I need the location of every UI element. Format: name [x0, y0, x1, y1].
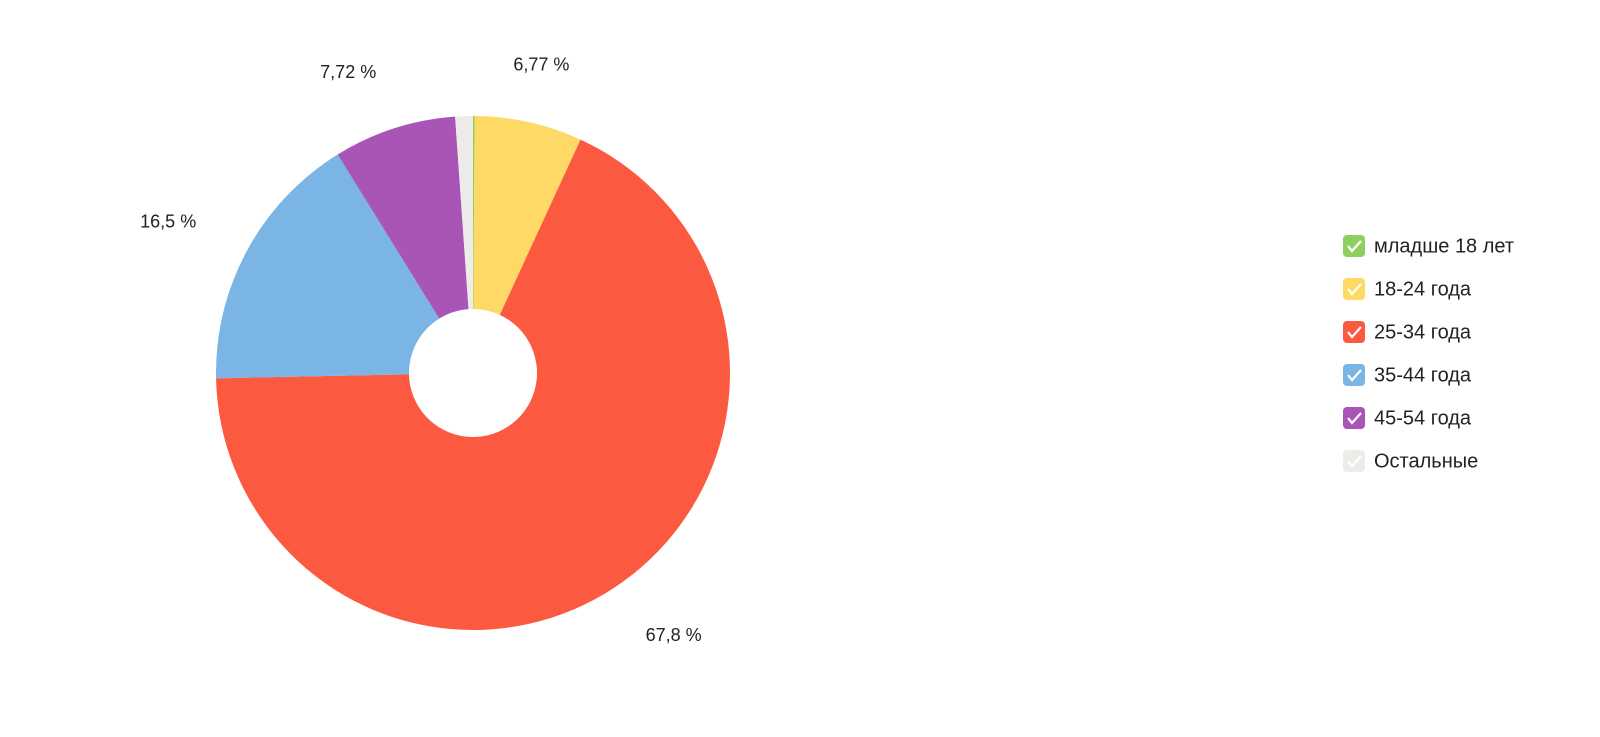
data-label: 7,72 % [320, 62, 376, 82]
slice [215, 154, 440, 379]
legend-swatch[interactable] [1343, 364, 1365, 386]
legend-swatch[interactable] [1343, 235, 1365, 257]
slice [216, 139, 730, 631]
legend-check [1347, 369, 1362, 382]
slice [473, 116, 581, 315]
legend-label[interactable]: Остальные [1374, 450, 1478, 472]
legend-check [1347, 455, 1362, 468]
data-label: 6,77 % [513, 54, 569, 74]
legend-swatch[interactable] [1343, 407, 1365, 429]
slice [455, 116, 473, 310]
data-label: 16,5 % [140, 211, 196, 231]
legend-check [1347, 326, 1362, 339]
legend-check [1347, 283, 1362, 296]
legend-check [1347, 240, 1362, 253]
legend-label[interactable]: младше 18 лет [1374, 235, 1514, 257]
legend-swatch[interactable] [1343, 278, 1365, 300]
data-label: 67,8 % [646, 625, 702, 645]
slice [473, 116, 475, 310]
legend-swatch[interactable] [1343, 321, 1365, 343]
slice [337, 116, 469, 319]
legend-label[interactable]: 18-24 года [1374, 278, 1472, 300]
legend-label[interactable]: 45-54 года [1374, 407, 1472, 429]
legend-label[interactable]: 35-44 года [1374, 364, 1472, 386]
legend-check [1347, 412, 1362, 425]
legend-label[interactable]: 25-34 года [1374, 321, 1472, 343]
legend-swatch[interactable] [1343, 450, 1365, 472]
